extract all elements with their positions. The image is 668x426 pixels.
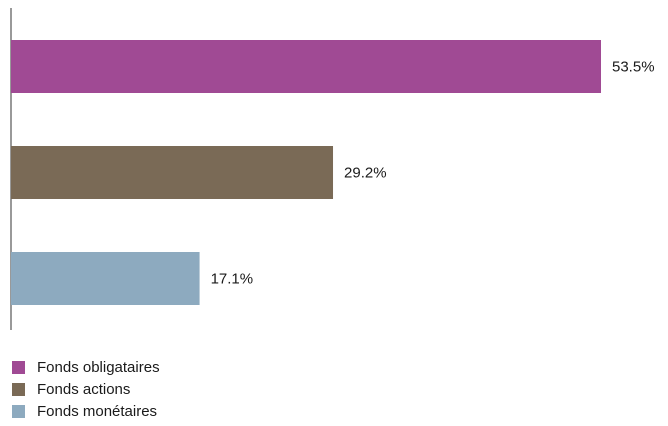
legend-item-fonds-actions: Fonds actions	[12, 378, 160, 400]
legend-label: Fonds obligataires	[37, 358, 160, 376]
bar-group	[11, 40, 601, 305]
legend-label: Fonds actions	[37, 380, 131, 398]
bar-chart: 53.5% 29.2% 17.1%	[10, 8, 655, 330]
legend-swatch	[12, 360, 25, 374]
legend-item-fonds-monetaires: Fonds monétaires	[12, 400, 160, 422]
legend-swatch	[12, 382, 25, 396]
bar-value-label: 53.5%	[612, 59, 655, 76]
bar-value-label: 29.2%	[344, 165, 387, 182]
bar-fonds-mon-taires	[11, 252, 200, 305]
legend-label: Fonds monétaires	[37, 402, 158, 420]
bar-value-label: 17.1%	[211, 271, 254, 288]
legend-swatch	[12, 404, 25, 418]
legend: Fonds obligataires Fonds actions Fonds m…	[12, 356, 160, 422]
bar-fonds-actions	[11, 146, 334, 199]
value-label-group: 53.5% 29.2% 17.1%	[211, 59, 655, 288]
legend-item-fonds-obligataires: Fonds obligataires	[12, 356, 160, 378]
bar-fonds-obligataires	[11, 40, 601, 93]
